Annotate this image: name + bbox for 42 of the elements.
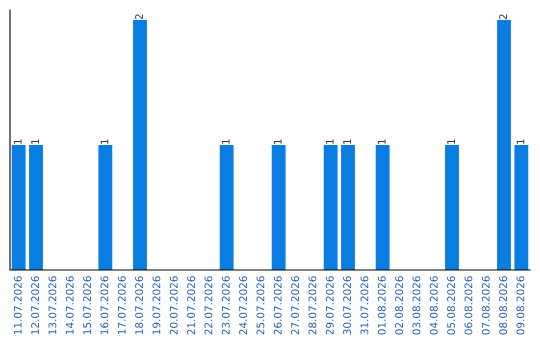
data-label: 1 xyxy=(14,139,22,144)
x-tick-label: 27.07.2026 xyxy=(291,276,300,334)
x-tick-label: 09.08.2026 xyxy=(516,276,524,335)
x-tick-label: 05.08.2026 xyxy=(447,276,456,335)
x-tick-label: 12.07.2026 xyxy=(31,276,40,334)
data-label: 1 xyxy=(447,139,455,144)
x-tick-label: 25.07.2026 xyxy=(256,276,264,334)
data-label: 1 xyxy=(100,139,108,144)
x-tick-label: 19.07.2026 xyxy=(152,276,160,334)
data-label: 2 xyxy=(135,14,143,20)
x-tick-label: 15.07.2026 xyxy=(83,276,92,334)
x-tick-label: 03.08.2026 xyxy=(412,276,420,335)
x-tick-label: 20.07.2026 xyxy=(170,276,178,334)
x-tick-label: 21.07.2026 xyxy=(187,276,196,334)
x-tick-label: 30.07.2026 xyxy=(343,276,352,334)
data-label: 1 xyxy=(274,139,282,144)
x-tick-label: 04.08.2026 xyxy=(430,276,438,335)
x-tick-label: 26.07.2026 xyxy=(274,276,282,334)
data-label: 1 xyxy=(343,139,351,144)
x-tick-label: 01.08.2026 xyxy=(378,276,386,335)
x-tick-label: 08.08.2026 xyxy=(499,276,508,335)
data-label: 1 xyxy=(31,139,39,144)
x-tick-label: 11.07.2026 xyxy=(14,276,22,334)
x-tick-label: 07.08.2026 xyxy=(482,276,490,335)
data-label: 1 xyxy=(222,139,230,144)
x-tick-label: 17.07.2026 xyxy=(118,276,126,334)
x-tick-label: 18.07.2026 xyxy=(135,276,144,334)
x-tick-label: 29.07.2026 xyxy=(326,276,334,334)
data-label: 1 xyxy=(516,139,524,144)
x-tick-label: 22.07.2026 xyxy=(204,276,212,334)
data-label: 1 xyxy=(326,139,334,144)
x-tick-label: 24.07.2026 xyxy=(239,276,248,334)
x-tick-label: 28.07.2026 xyxy=(308,276,316,334)
x-tick-label: 06.08.2026 xyxy=(464,276,472,335)
x-tick-label: 31.07.2026 xyxy=(360,276,368,334)
x-tick-label: 16.07.2026 xyxy=(100,276,108,334)
data-label: 1 xyxy=(378,139,386,144)
x-tick-label: 02.08.2026 xyxy=(395,276,404,335)
x-tick-label: 14.07.2026 xyxy=(66,276,74,334)
x-tick-label: 23.07.2026 xyxy=(222,276,230,334)
x-tick-label: 13.07.2026 xyxy=(48,276,56,334)
data-label: 2 xyxy=(499,14,507,20)
